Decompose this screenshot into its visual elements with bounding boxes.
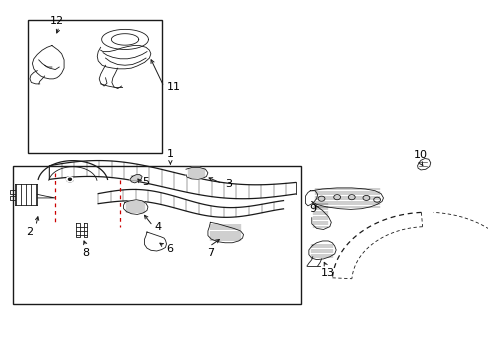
Polygon shape — [102, 30, 148, 49]
Bar — [13, 166, 300, 304]
Text: 12: 12 — [50, 16, 64, 26]
Polygon shape — [305, 191, 317, 206]
Text: 7: 7 — [206, 248, 213, 258]
Polygon shape — [311, 188, 383, 210]
Circle shape — [66, 177, 73, 182]
Text: 8: 8 — [82, 248, 89, 258]
Polygon shape — [83, 223, 87, 237]
Text: 1: 1 — [166, 149, 174, 159]
Text: 6: 6 — [166, 244, 173, 254]
Bar — [27, 21, 161, 153]
Polygon shape — [144, 232, 166, 251]
Text: 11: 11 — [166, 82, 180, 92]
Text: 2: 2 — [26, 226, 34, 237]
Polygon shape — [308, 241, 335, 260]
Circle shape — [66, 177, 73, 182]
Polygon shape — [123, 200, 148, 215]
Circle shape — [68, 178, 71, 180]
Text: 10: 10 — [413, 150, 427, 160]
Text: 4: 4 — [154, 222, 161, 231]
Polygon shape — [207, 222, 243, 243]
Polygon shape — [311, 202, 330, 229]
Polygon shape — [97, 45, 151, 69]
Text: 3: 3 — [224, 179, 231, 189]
Polygon shape — [76, 223, 80, 237]
Polygon shape — [130, 175, 142, 183]
Polygon shape — [185, 167, 207, 179]
Text: 5: 5 — [142, 177, 149, 187]
Text: 9: 9 — [309, 204, 316, 214]
Polygon shape — [417, 158, 430, 170]
Polygon shape — [32, 45, 64, 79]
Text: 13: 13 — [320, 268, 334, 278]
